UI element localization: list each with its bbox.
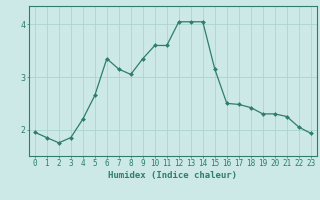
X-axis label: Humidex (Indice chaleur): Humidex (Indice chaleur) — [108, 171, 237, 180]
